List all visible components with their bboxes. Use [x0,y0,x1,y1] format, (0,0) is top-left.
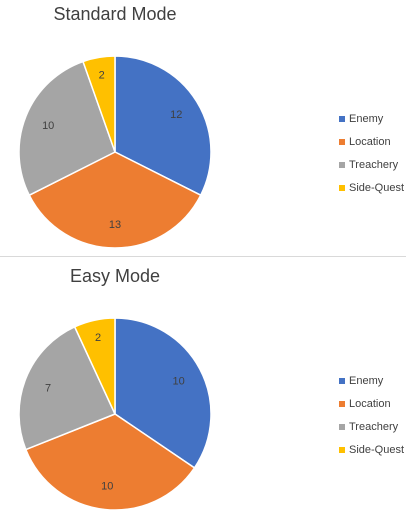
pie-slice-location [28,151,202,249]
divider [0,256,406,257]
chart-standard-mode: Standard Mode 12 13 10 2 Enemy Location Tre… [0,0,406,255]
legend-swatch-location [339,138,345,145]
data-label-enemy: 10 [172,375,184,387]
legend-item-side-quest: Side-Quest [339,438,404,461]
legend-label: Side-Quest [349,181,405,194]
pie-slice-treachery [18,60,116,197]
legend-label: Treachery [349,420,399,433]
pie-slice-enemy [114,317,212,469]
legend: Enemy Location Treachery Side-Quest [339,107,404,199]
data-label-enemy: 12 [170,109,182,121]
legend-item-treachery: Treachery [339,415,404,438]
legend-label: Location [349,135,391,148]
legend-swatch-treachery [339,423,345,430]
legend-item-location: Location [339,130,404,153]
pie-chart: 10 10 7 2 [18,317,212,511]
legend-swatch-side-quest [339,184,345,191]
pie-slice-location [24,413,196,511]
legend-swatch-enemy [339,377,345,384]
data-label-location: 10 [101,481,113,493]
chart-title: Easy Mode [69,266,161,286]
legend-swatch-side-quest [339,446,345,453]
data-label-location: 13 [109,219,121,231]
legend-item-treachery: Treachery [339,153,404,176]
legend-swatch-location [339,400,345,407]
chart-title: Standard Mode [53,4,177,24]
data-label-treachery: 7 [45,382,51,394]
pie-chart: 12 13 10 2 [18,55,212,249]
legend-label: Enemy [349,112,384,125]
data-label-side-quest: 2 [99,69,105,81]
pie-slice-enemy [114,55,212,197]
legend-item-side-quest: Side-Quest [339,176,404,199]
legend-label: Treachery [349,158,399,171]
legend: Enemy Location Treachery Side-Quest [339,369,404,461]
legend-item-location: Location [339,392,404,415]
chart-easy-mode: Easy Mode 10 10 7 2 Enemy Location Treacher… [0,262,406,512]
legend-swatch-enemy [339,115,345,122]
legend-label: Side-Quest [349,443,405,456]
legend-label: Location [349,397,391,410]
pie-slice-side-quest [73,317,116,415]
data-label-side-quest: 2 [95,332,101,344]
legend-swatch-treachery [339,161,345,168]
pie-slice-side-quest [82,55,116,153]
data-label-treachery: 10 [42,120,54,132]
legend-item-enemy: Enemy [339,369,404,392]
pie-slice-treachery [18,325,117,451]
legend-label: Enemy [349,374,384,387]
legend-item-enemy: Enemy [339,107,404,130]
